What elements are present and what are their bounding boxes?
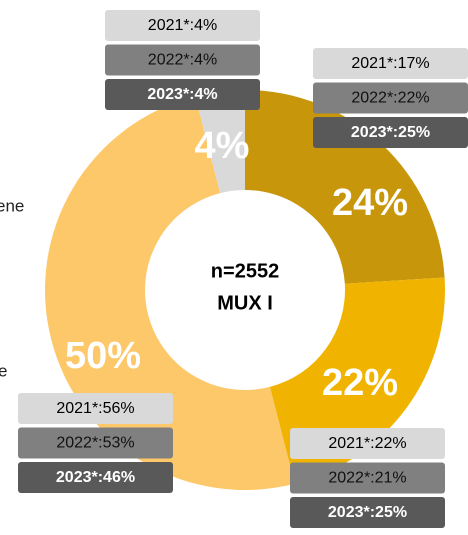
comparison-box bbox=[105, 79, 260, 110]
comparison-box bbox=[313, 82, 468, 114]
comparison-label: 2021*:56% bbox=[56, 400, 134, 417]
value-label: 50% bbox=[65, 335, 141, 377]
comparison-box bbox=[290, 462, 445, 494]
value-label: 24% bbox=[332, 182, 408, 224]
value-label: 4% bbox=[195, 125, 250, 167]
comparison-box bbox=[18, 462, 173, 493]
comparison-label: 2022*:4% bbox=[148, 52, 217, 69]
center-text: n=2552 bbox=[211, 260, 279, 282]
comparison-label: 2023*:25% bbox=[351, 124, 430, 141]
legend-fragment: e bbox=[0, 361, 7, 380]
value-label: 22% bbox=[322, 362, 398, 404]
donut-slice bbox=[245, 90, 445, 284]
comparison-label: 2023*:4% bbox=[147, 86, 217, 103]
comparison-label: 2021*:22% bbox=[328, 435, 406, 452]
comparison-label: 2022*:21% bbox=[328, 470, 406, 487]
comparison-box bbox=[290, 428, 445, 459]
comparison-box bbox=[18, 393, 173, 424]
comparison-box bbox=[18, 427, 173, 459]
donut-slice bbox=[44, 96, 295, 490]
comparison-label: 2021*:17% bbox=[351, 55, 429, 72]
comparison-box bbox=[105, 10, 260, 41]
center-text: MUX I bbox=[217, 292, 273, 314]
comparison-label: 2023*:46% bbox=[56, 469, 135, 486]
comparison-box bbox=[313, 117, 468, 148]
comparison-label: 2022*:53% bbox=[56, 435, 134, 452]
comparison-box bbox=[290, 497, 445, 528]
comparison-box bbox=[313, 48, 468, 79]
comparison-label: 2022*:22% bbox=[351, 90, 429, 107]
comparison-label: 2021*:4% bbox=[148, 17, 217, 34]
comparison-label: 2023*:25% bbox=[328, 504, 407, 521]
comparison-box bbox=[105, 44, 260, 76]
donut-slice bbox=[195, 90, 245, 194]
legend-fragment: ene bbox=[0, 196, 24, 215]
